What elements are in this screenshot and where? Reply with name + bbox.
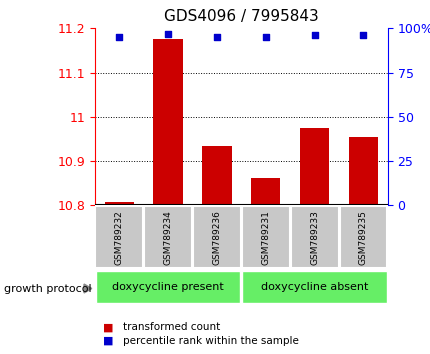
Bar — [95, 271, 240, 303]
Text: transformed count: transformed count — [123, 322, 220, 332]
Bar — [251, 178, 280, 205]
Title: GDS4096 / 7995843: GDS4096 / 7995843 — [163, 9, 318, 24]
Point — [310, 33, 317, 38]
Point — [116, 34, 123, 40]
Text: doxycycline present: doxycycline present — [112, 282, 224, 292]
Bar — [339, 206, 387, 268]
Bar — [348, 137, 377, 205]
Text: GSM789231: GSM789231 — [261, 210, 270, 265]
Text: ■: ■ — [103, 336, 114, 346]
Text: percentile rank within the sample: percentile rank within the sample — [123, 336, 298, 346]
Text: ■: ■ — [103, 322, 114, 332]
Point — [262, 34, 269, 40]
Point — [164, 31, 171, 36]
Bar — [202, 145, 231, 205]
Text: GSM789236: GSM789236 — [212, 210, 221, 265]
Point — [359, 33, 366, 38]
Text: GSM789235: GSM789235 — [358, 210, 367, 265]
Text: growth protocol: growth protocol — [4, 284, 92, 293]
Bar — [104, 202, 134, 205]
Bar — [153, 39, 182, 205]
Bar — [241, 206, 289, 268]
Point — [213, 34, 220, 40]
Polygon shape — [84, 284, 92, 293]
Bar — [144, 206, 192, 268]
Text: GSM789233: GSM789233 — [310, 210, 318, 265]
Bar — [242, 271, 386, 303]
Bar — [95, 206, 143, 268]
Text: doxycycline absent: doxycycline absent — [260, 282, 368, 292]
Bar — [193, 206, 240, 268]
Bar — [299, 128, 329, 205]
Text: GSM789234: GSM789234 — [163, 210, 172, 264]
Text: GSM789232: GSM789232 — [114, 210, 123, 264]
Bar — [290, 206, 338, 268]
